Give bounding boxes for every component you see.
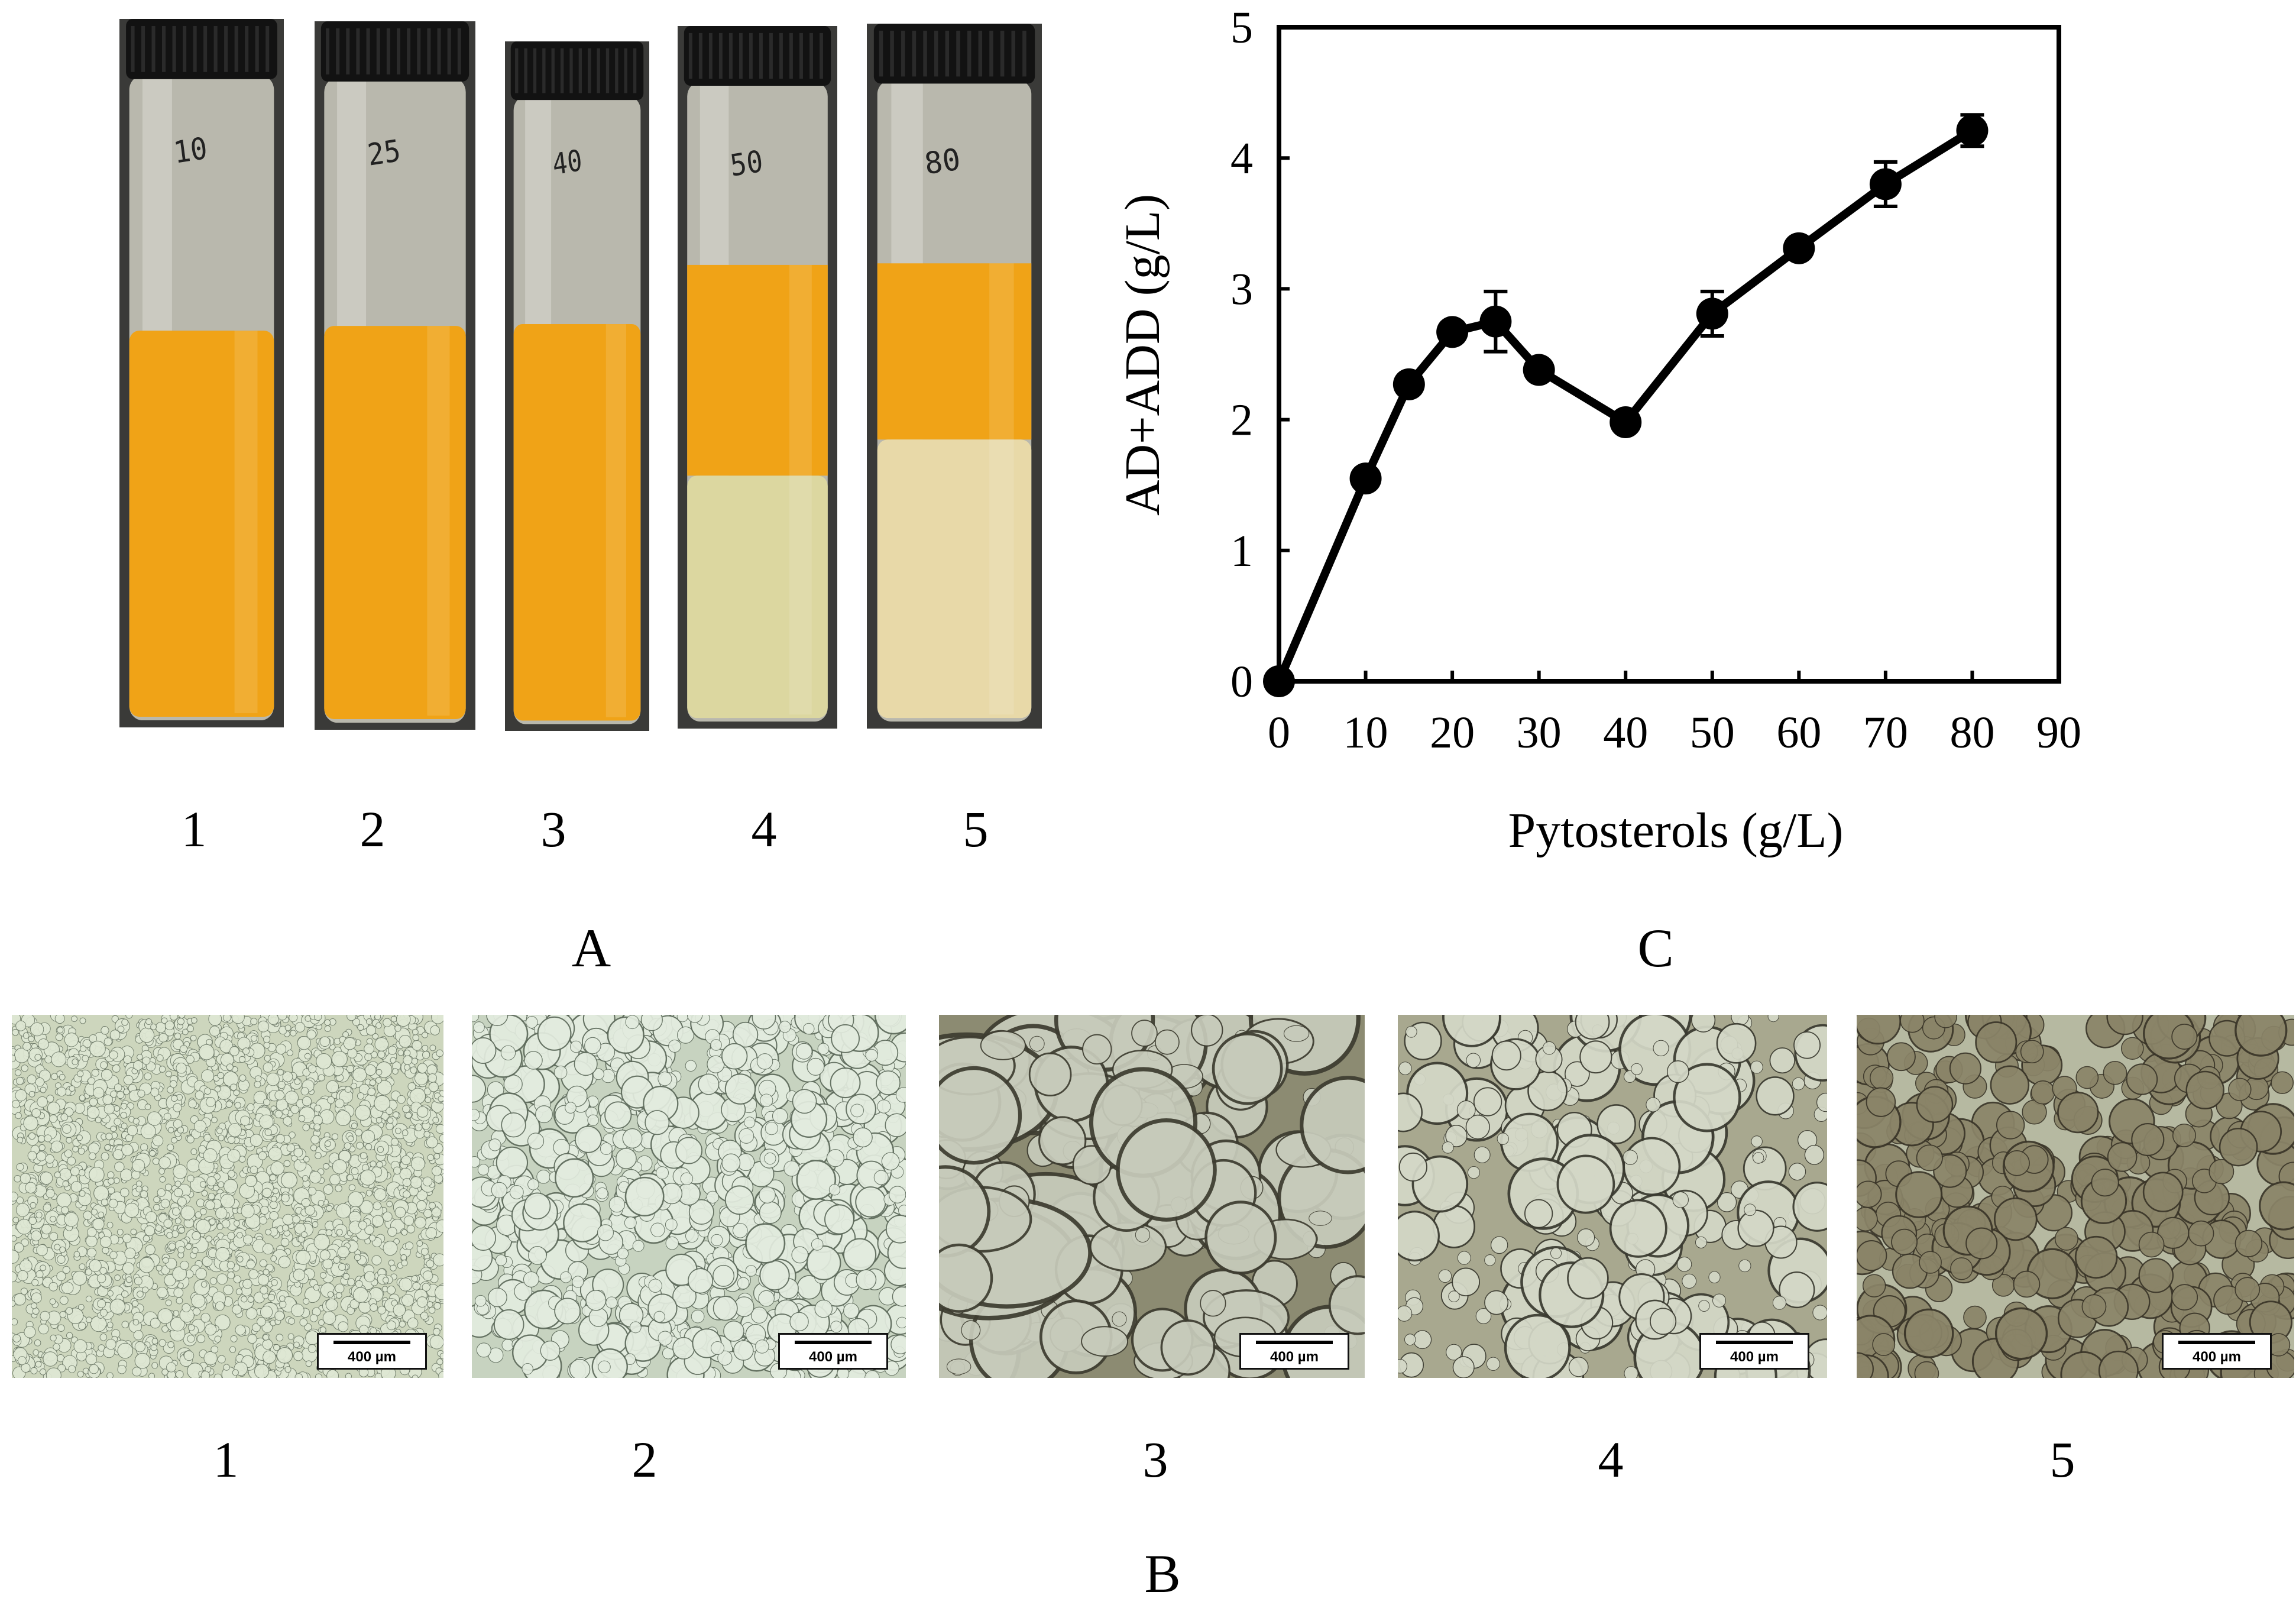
data-point <box>1393 368 1425 400</box>
y-axis-label: AD+ADD (g/L) <box>1115 194 1170 516</box>
panel-letter-c: C <box>1637 918 1674 978</box>
vial-handwriting: 25 <box>365 134 403 173</box>
vial-photo-1: 10 <box>119 19 284 727</box>
x-tick-label: 70 <box>1863 708 1908 758</box>
x-axis-label: Pytosterols (g/L) <box>1508 803 1844 858</box>
panel-letter-b: B <box>1144 1543 1181 1604</box>
scale-bar-label: 400 µm <box>2193 1349 2241 1365</box>
data-point <box>1783 232 1815 264</box>
vial-cap <box>684 26 831 86</box>
scale-bar-2: 400 µm <box>778 1333 888 1370</box>
scale-bar-1: 400 µm <box>317 1333 427 1370</box>
chart-series <box>1263 113 1989 697</box>
micrograph-2 <box>472 1015 906 1378</box>
chart-axes <box>1277 25 2061 684</box>
vial-handwriting: 40 <box>550 143 584 182</box>
micrograph-number-2: 2 <box>632 1431 658 1488</box>
culture-upper-layer <box>687 264 828 476</box>
data-point <box>1523 354 1555 386</box>
data-point <box>1436 316 1469 348</box>
micrograph-number-3: 3 <box>1142 1431 1168 1488</box>
micrograph-3 <box>939 1015 1365 1378</box>
y-tick-label: 3 <box>1230 264 1253 314</box>
x-tick-label: 80 <box>1950 708 1994 758</box>
scale-bar-4: 400 µm <box>1699 1333 1809 1370</box>
y-tick-label: 1 <box>1230 526 1253 576</box>
vial-handwriting: 50 <box>728 144 765 183</box>
scale-bar-label: 400 µm <box>348 1349 396 1365</box>
data-point <box>1263 665 1295 697</box>
scale-bar-label: 400 µm <box>1270 1349 1319 1365</box>
vial-cap <box>510 41 644 101</box>
culture-liquid <box>324 326 466 720</box>
culture-upper-layer <box>877 263 1032 440</box>
vial-cap <box>126 19 277 79</box>
vial-handwriting: 80 <box>922 141 963 181</box>
x-tick-label: 10 <box>1343 708 1388 758</box>
x-tick-label: 0 <box>1268 708 1290 758</box>
micrograph-5 <box>1857 1015 2294 1378</box>
vial-number-4: 4 <box>751 801 777 857</box>
data-point <box>1869 168 1902 200</box>
x-tick-label: 60 <box>1776 708 1821 758</box>
vial-photo-3: 40 <box>505 41 649 731</box>
plot-frame <box>1277 25 2061 684</box>
culture-lower-layer <box>687 475 828 719</box>
x-tick-label: 50 <box>1690 708 1735 758</box>
x-tick-label: 90 <box>2036 708 2081 758</box>
micrograph-1 <box>12 1015 443 1378</box>
culture-liquid <box>129 331 274 717</box>
data-point <box>1956 114 1989 147</box>
micrograph-number-4: 4 <box>1598 1431 1624 1488</box>
culture-liquid <box>513 324 641 721</box>
vial-cap <box>873 24 1035 84</box>
scale-bar-3: 400 µm <box>1239 1333 1349 1370</box>
vial-number-1: 1 <box>181 801 207 857</box>
micrograph-4 <box>1398 1015 1827 1378</box>
y-tick-label: 4 <box>1230 134 1253 183</box>
y-tick-label: 0 <box>1230 657 1253 707</box>
scale-bar-5: 400 µm <box>2162 1333 2272 1370</box>
data-point <box>1610 406 1642 439</box>
panel-letter-a: A <box>571 918 611 978</box>
vial-photo-5: 80 <box>867 24 1042 729</box>
data-point <box>1349 462 1382 495</box>
vial-number-3: 3 <box>540 801 566 857</box>
scale-bar-label: 400 µm <box>1730 1349 1779 1365</box>
data-point <box>1479 305 1512 338</box>
y-tick-label: 2 <box>1230 396 1253 445</box>
micrograph-number-5: 5 <box>2049 1431 2075 1488</box>
vial-number-5: 5 <box>963 801 989 857</box>
x-tick-label: 20 <box>1430 708 1475 758</box>
data-point <box>1696 297 1728 330</box>
x-tick-label: 30 <box>1517 708 1562 758</box>
vial-number-2: 2 <box>360 801 386 857</box>
vial-photo-4: 50 <box>678 26 837 729</box>
series-line <box>1275 127 1975 683</box>
scale-bar-label: 400 µm <box>809 1349 857 1365</box>
culture-lower-layer <box>877 439 1032 719</box>
micrograph-number-1: 1 <box>213 1431 239 1488</box>
vial-handwriting: 10 <box>171 130 209 170</box>
vial-cap <box>320 21 469 82</box>
y-tick-label: 5 <box>1230 3 1253 53</box>
x-tick-label: 40 <box>1603 708 1648 758</box>
vial-photo-2: 25 <box>315 21 475 730</box>
